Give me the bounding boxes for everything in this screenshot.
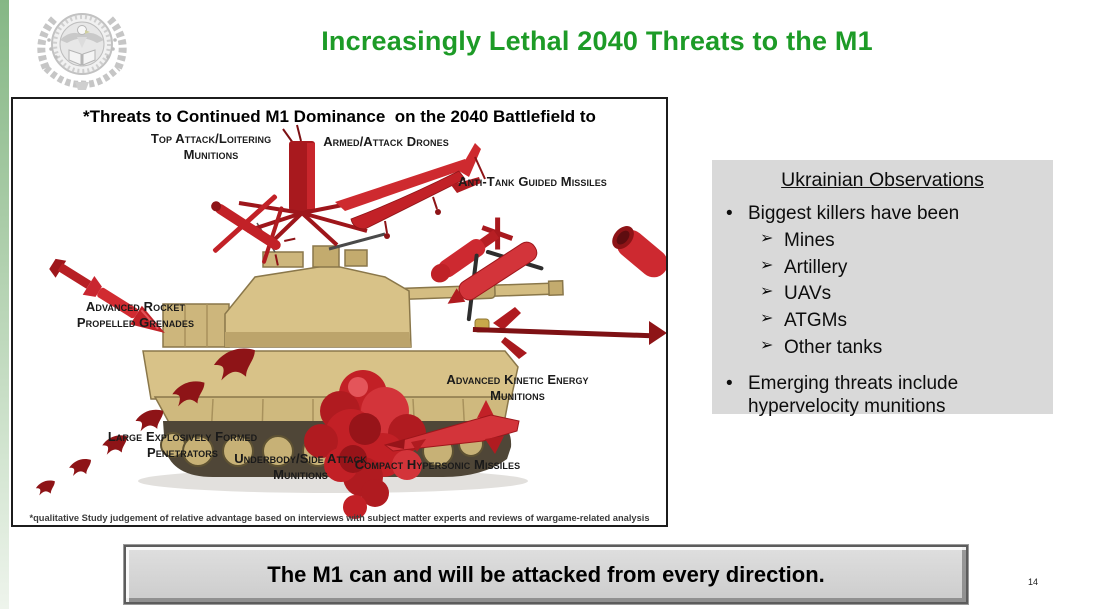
- armed-drone-icon: [335, 143, 486, 239]
- observation-sub-item: ➢ ATGMs: [760, 309, 1053, 333]
- bullet-icon: •: [726, 372, 733, 394]
- threat-diagram-panel: *Threats to Continued M1 Dominance on th…: [11, 97, 668, 527]
- slide-title: Increasingly Lethal 2040 Threats to the …: [321, 26, 873, 56]
- seal-graphic: [37, 13, 127, 90]
- diagram-footnote: *qualitative Study judgement of relative…: [29, 513, 650, 523]
- sub-item-text: Mines: [784, 229, 835, 251]
- label-compact-hypersonic-missiles: Compact Hypersonic Missiles: [354, 457, 521, 472]
- page-number: 14: [1028, 577, 1039, 587]
- observations-title: Ukrainian Observations: [781, 169, 984, 191]
- bottom-banner: The M1 can and will be attacked from eve…: [123, 544, 969, 605]
- eagle-icon: [60, 25, 104, 48]
- observation-sub-item: ➢ Other tanks: [760, 336, 1053, 360]
- observation-text: Biggest killers have been: [748, 203, 960, 224]
- ribbon-bow-icon: [75, 82, 89, 90]
- sub-item-text: ATGMs: [784, 310, 847, 331]
- threat-scene-graphic: [34, 124, 666, 519]
- missile-canister-icon: [612, 226, 666, 278]
- banner-text: The M1 can and will be attacked from eve…: [267, 561, 825, 587]
- sub-item-text: Artillery: [784, 256, 848, 278]
- observation-text: Emerging threats include hypervelocity m…: [748, 372, 959, 418]
- label-advanced-kinetic-energy-munitions: Advanced Kinetic Energy Munitions: [446, 372, 589, 403]
- arrow-bullet-icon: ➢: [760, 336, 774, 354]
- observation-bullet: • Emerging threats include hypervelocity…: [726, 372, 1053, 420]
- observation-sub-item: ➢ UAVs: [760, 282, 1053, 306]
- label-top-attack-loitering-munitions: Top Attack/Loitering Munitions: [150, 131, 272, 162]
- label-armed-attack-drones: Armed/Attack Drones: [323, 134, 449, 149]
- guided-bomb-icon: [430, 217, 514, 283]
- stars-icon: [47, 38, 117, 59]
- label-large-explosively-formed-penetrators: Large Explosively Formed Penetrators: [107, 429, 258, 460]
- hypersonic-missile-icon: [383, 400, 520, 454]
- arrow-bullet-icon: ➢: [760, 256, 774, 274]
- sub-item-text: UAVs: [784, 283, 832, 305]
- kinetic-rod-icon: [472, 307, 666, 359]
- sub-item-text: Other tanks: [784, 336, 883, 358]
- label-anti-tank-guided-missiles: Anti-Tank Guided Missiles: [458, 174, 607, 189]
- arrow-bullet-icon: ➢: [760, 229, 774, 247]
- arrow-bullet-icon: ➢: [760, 283, 774, 301]
- observation-bullet: • Biggest killers have been: [726, 202, 1053, 226]
- open-book-icon: [68, 49, 96, 66]
- observations-box: Ukrainian Observations • Biggest killers…: [712, 160, 1053, 417]
- observation-sub-item: ➢ Mines: [760, 229, 1053, 253]
- army-science-board-seal-icon: [26, 4, 138, 92]
- label-underbody-side-attack-munitions: Underbody/Side Attack Munitions: [234, 451, 367, 482]
- explosion-cloud-icon: [304, 370, 426, 519]
- rpg-rocket-icon: [49, 258, 165, 334]
- switchblade-munition-icon: [211, 194, 296, 266]
- left-accent-strip: [0, 0, 9, 609]
- diagram-title: *Threats to Continued M1 Dominance on th…: [83, 107, 596, 126]
- loitering-munition-icon: [238, 124, 368, 247]
- bullet-icon: •: [726, 203, 733, 224]
- arrow-bullet-icon: ➢: [760, 310, 774, 327]
- atgm-missile-icon: [447, 241, 544, 322]
- label-advanced-rocket-propelled-grenades: Advanced Rocket Propelled Grenades: [76, 299, 195, 330]
- observation-sub-item: ➢ Artillery: [760, 256, 1053, 280]
